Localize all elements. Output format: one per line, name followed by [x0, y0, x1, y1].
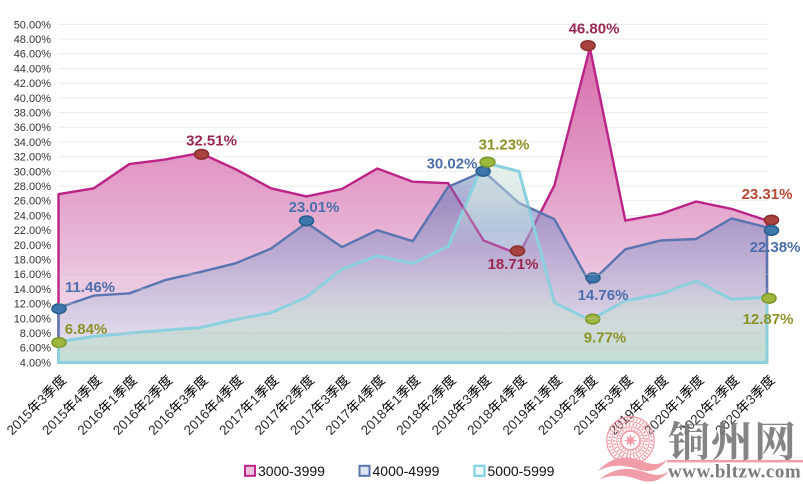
- svg-text:12.87%: 12.87%: [743, 311, 794, 328]
- svg-text:44.00%: 44.00%: [14, 63, 52, 75]
- svg-text:2015: 2015: [4, 406, 36, 438]
- svg-text:34.00%: 34.00%: [14, 137, 52, 149]
- svg-text:9.77%: 9.77%: [584, 330, 627, 347]
- svg-text:www.bltzw.com: www.bltzw.com: [668, 462, 801, 483]
- svg-text:2016: 2016: [145, 406, 177, 438]
- svg-text:14.76%: 14.76%: [578, 287, 629, 304]
- svg-text:8.00%: 8.00%: [20, 328, 51, 340]
- svg-text:22.00%: 22.00%: [14, 225, 52, 237]
- svg-text:20.00%: 20.00%: [14, 240, 52, 252]
- svg-text:32.00%: 32.00%: [14, 152, 52, 164]
- svg-text:6.84%: 6.84%: [65, 321, 108, 338]
- svg-text:28.00%: 28.00%: [14, 181, 52, 193]
- svg-text:11.46%: 11.46%: [65, 279, 115, 296]
- svg-text:46.00%: 46.00%: [14, 49, 52, 61]
- svg-text:2019: 2019: [500, 406, 532, 438]
- svg-text:42.00%: 42.00%: [14, 78, 52, 90]
- svg-text:31.23%: 31.23%: [479, 137, 530, 154]
- svg-text:2018: 2018: [358, 406, 390, 438]
- svg-text:36.00%: 36.00%: [14, 122, 52, 134]
- svg-text:26.00%: 26.00%: [14, 196, 52, 208]
- svg-text:30.00%: 30.00%: [14, 166, 52, 178]
- svg-text:50.00%: 50.00%: [14, 19, 52, 31]
- svg-text:32.51%: 32.51%: [186, 133, 237, 150]
- svg-text:10.00%: 10.00%: [14, 313, 52, 325]
- svg-text:2016: 2016: [181, 406, 213, 438]
- svg-text:2018: 2018: [464, 406, 496, 438]
- svg-text:2018: 2018: [393, 406, 425, 438]
- svg-text:2019: 2019: [571, 406, 603, 438]
- svg-text:2016: 2016: [75, 406, 107, 438]
- svg-text:2017: 2017: [252, 406, 284, 438]
- svg-text:30.02%: 30.02%: [427, 156, 478, 173]
- svg-text:23.01%: 23.01%: [289, 199, 340, 216]
- svg-text:46.80%: 46.80%: [569, 21, 620, 38]
- svg-text:2018: 2018: [429, 406, 461, 438]
- svg-text:4000-4999: 4000-4999: [373, 463, 440, 479]
- svg-text:24.00%: 24.00%: [14, 210, 52, 222]
- svg-text:38.00%: 38.00%: [14, 108, 52, 120]
- svg-text:2017: 2017: [216, 406, 248, 438]
- svg-text:4.00%: 4.00%: [20, 357, 51, 369]
- svg-text:6.00%: 6.00%: [20, 343, 51, 355]
- svg-text:3000-3999: 3000-3999: [258, 463, 325, 479]
- svg-text:40.00%: 40.00%: [14, 93, 52, 105]
- svg-text:16.00%: 16.00%: [14, 269, 52, 281]
- svg-text:18.71%: 18.71%: [488, 256, 539, 273]
- svg-text:22.38%: 22.38%: [750, 239, 801, 256]
- svg-text:14.00%: 14.00%: [14, 284, 52, 296]
- svg-text:23.31%: 23.31%: [742, 186, 793, 203]
- svg-text:2017: 2017: [287, 406, 319, 438]
- svg-text:5000-5999: 5000-5999: [488, 463, 555, 479]
- svg-text:48.00%: 48.00%: [14, 34, 52, 46]
- svg-text:2016: 2016: [110, 406, 142, 438]
- svg-text:2019: 2019: [535, 406, 567, 438]
- svg-text:2017: 2017: [323, 406, 355, 438]
- svg-text:2015: 2015: [39, 406, 71, 438]
- svg-text:12.00%: 12.00%: [14, 299, 52, 311]
- svg-text:18.00%: 18.00%: [14, 255, 52, 267]
